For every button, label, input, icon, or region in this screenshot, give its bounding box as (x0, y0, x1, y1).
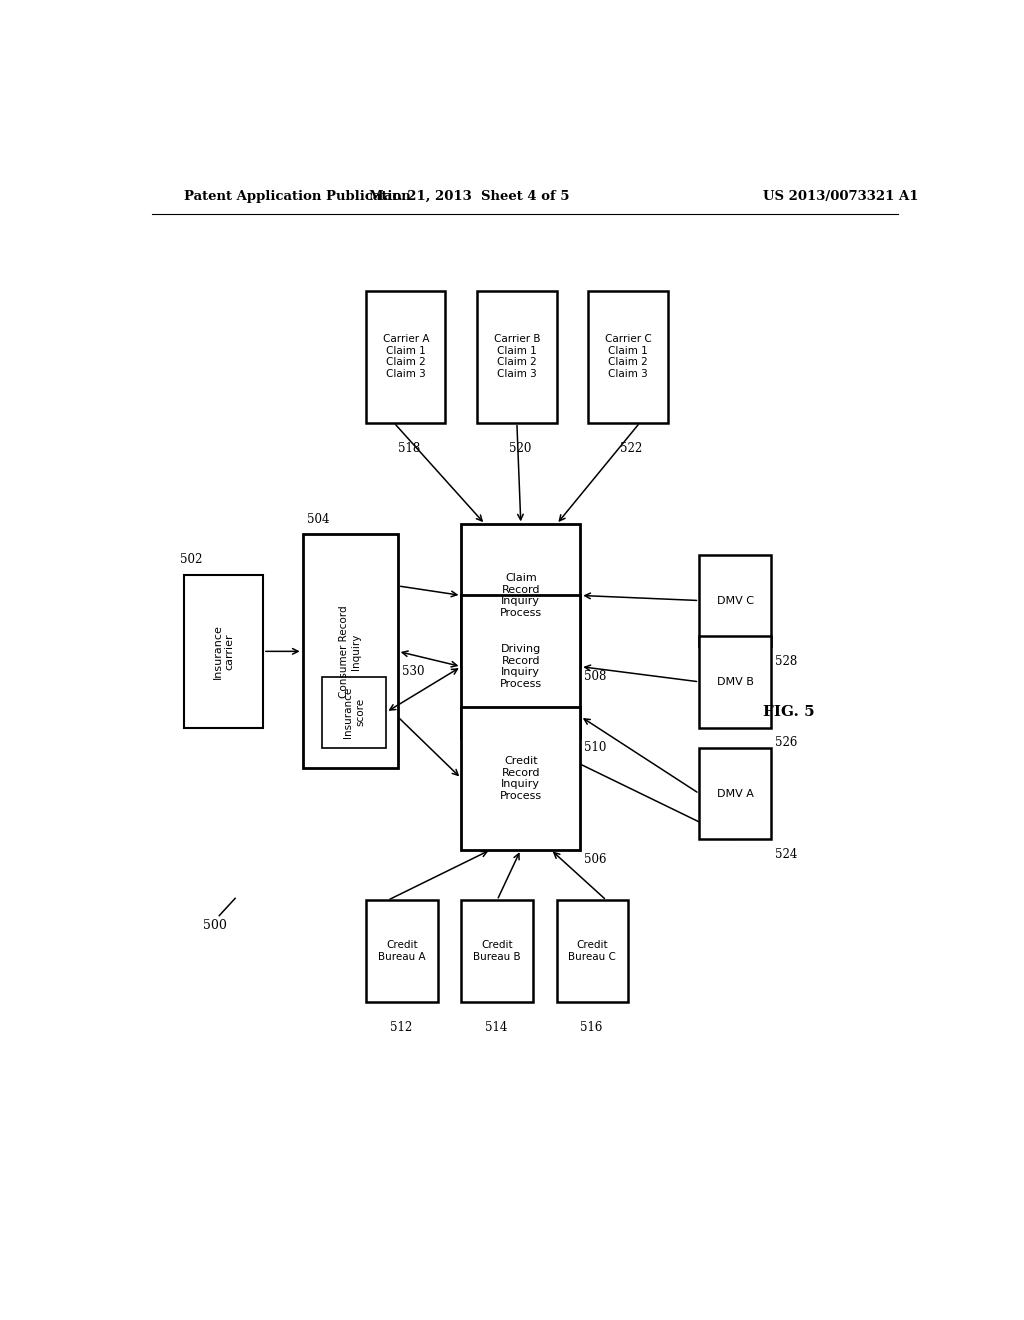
Text: 530: 530 (401, 665, 424, 678)
Text: Insurance
score: Insurance score (343, 686, 365, 738)
Text: DMV A: DMV A (717, 788, 754, 799)
FancyBboxPatch shape (588, 290, 668, 422)
Text: 516: 516 (581, 1020, 603, 1034)
Text: Carrier C
Claim 1
Claim 2
Claim 3: Carrier C Claim 1 Claim 2 Claim 3 (604, 334, 651, 379)
Text: Credit
Bureau A: Credit Bureau A (378, 940, 426, 962)
Text: Claim
Record
Inquiry
Process: Claim Record Inquiry Process (500, 573, 542, 618)
Text: Credit
Bureau C: Credit Bureau C (568, 940, 616, 962)
FancyBboxPatch shape (323, 677, 386, 748)
Text: 510: 510 (585, 742, 606, 755)
Text: Consumer Record
Inquiry: Consumer Record Inquiry (339, 605, 361, 698)
Text: Carrier A
Claim 1
Claim 2
Claim 3: Carrier A Claim 1 Claim 2 Claim 3 (383, 334, 429, 379)
FancyBboxPatch shape (461, 708, 581, 850)
Text: 500: 500 (204, 919, 227, 932)
FancyBboxPatch shape (699, 636, 771, 727)
Text: Carrier B
Claim 1
Claim 2
Claim 3: Carrier B Claim 1 Claim 2 Claim 3 (494, 334, 540, 379)
FancyBboxPatch shape (461, 524, 581, 667)
Text: Credit
Record
Inquiry
Process: Credit Record Inquiry Process (500, 756, 542, 801)
Text: Insurance
carrier: Insurance carrier (212, 624, 234, 678)
Text: 512: 512 (390, 1020, 412, 1034)
Text: Patent Application Publication: Patent Application Publication (183, 190, 411, 202)
Text: 506: 506 (585, 853, 607, 866)
Text: US 2013/0073321 A1: US 2013/0073321 A1 (763, 190, 919, 202)
Text: DMV B: DMV B (717, 677, 754, 686)
Text: 508: 508 (585, 671, 606, 684)
Text: 518: 518 (397, 442, 420, 454)
Text: 502: 502 (179, 553, 202, 566)
Text: 514: 514 (485, 1020, 508, 1034)
Text: Mar. 21, 2013  Sheet 4 of 5: Mar. 21, 2013 Sheet 4 of 5 (369, 190, 569, 202)
FancyBboxPatch shape (699, 748, 771, 840)
Text: 520: 520 (509, 442, 531, 454)
FancyBboxPatch shape (477, 290, 557, 422)
Text: 524: 524 (775, 849, 797, 861)
Text: Credit
Bureau B: Credit Bureau B (473, 940, 521, 962)
FancyBboxPatch shape (367, 290, 445, 422)
FancyBboxPatch shape (303, 535, 397, 768)
Text: Driving
Record
Inquiry
Process: Driving Record Inquiry Process (500, 644, 542, 689)
Text: 526: 526 (775, 737, 797, 750)
Text: 522: 522 (620, 442, 642, 454)
FancyBboxPatch shape (461, 595, 581, 738)
Text: DMV C: DMV C (717, 595, 754, 606)
Text: 504: 504 (306, 512, 329, 525)
FancyBboxPatch shape (557, 900, 628, 1002)
Text: 528: 528 (775, 655, 797, 668)
FancyBboxPatch shape (367, 900, 437, 1002)
Text: FIG. 5: FIG. 5 (763, 705, 814, 719)
FancyBboxPatch shape (183, 576, 263, 727)
FancyBboxPatch shape (699, 554, 771, 647)
FancyBboxPatch shape (461, 900, 532, 1002)
